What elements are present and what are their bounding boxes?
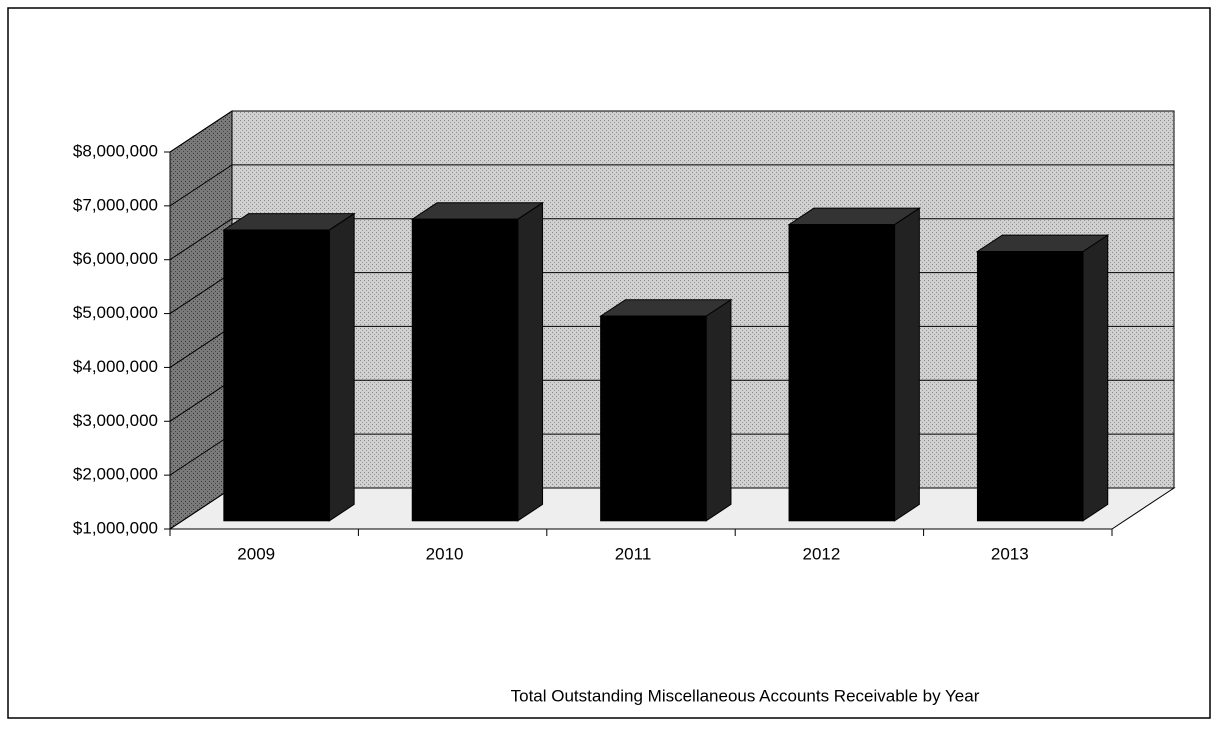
bar-side bbox=[517, 201, 544, 522]
bar bbox=[411, 218, 519, 522]
grid-line bbox=[169, 110, 233, 153]
grid-line bbox=[169, 272, 233, 314]
y-tick-label: $3,000,000 bbox=[73, 411, 158, 430]
y-tick-label: $6,000,000 bbox=[73, 249, 158, 268]
side-wall bbox=[169, 110, 233, 530]
bar bbox=[223, 229, 330, 522]
grid-line bbox=[169, 326, 233, 368]
bar-side bbox=[328, 212, 355, 522]
grid-line bbox=[169, 379, 233, 422]
grid-line bbox=[169, 433, 233, 476]
bar-side bbox=[894, 207, 920, 522]
bar bbox=[976, 251, 1084, 522]
grid-line bbox=[169, 164, 233, 207]
grid-line bbox=[169, 487, 233, 530]
y-tick-label: $2,000,000 bbox=[73, 465, 158, 484]
chart-title: Total Outstanding Miscellaneous Accounts… bbox=[511, 686, 980, 705]
y-tick-label: $4,000,000 bbox=[73, 357, 158, 376]
y-tick-label: $7,000,000 bbox=[73, 195, 158, 214]
bar-side bbox=[1082, 234, 1109, 522]
x-tick-label: 2013 bbox=[991, 544, 1029, 563]
y-tick-label: $5,000,000 bbox=[73, 303, 158, 322]
x-tick-label: 2012 bbox=[802, 544, 840, 563]
bar-side bbox=[705, 298, 732, 522]
grid-line bbox=[169, 218, 233, 261]
x-tick-label: 2010 bbox=[426, 544, 464, 563]
x-tick-label: 2009 bbox=[237, 544, 275, 563]
x-tick-label: 2011 bbox=[615, 544, 652, 563]
y-tick-label: $8,000,000 bbox=[73, 141, 158, 160]
y-tick-label: $1,000,000 bbox=[73, 518, 158, 537]
bar bbox=[600, 315, 707, 522]
bar bbox=[788, 224, 896, 522]
